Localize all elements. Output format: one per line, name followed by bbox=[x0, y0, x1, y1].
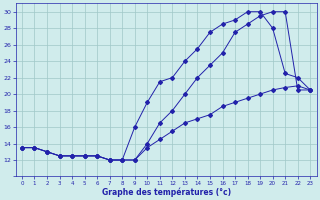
X-axis label: Graphe des températures (°c): Graphe des températures (°c) bbox=[101, 187, 231, 197]
